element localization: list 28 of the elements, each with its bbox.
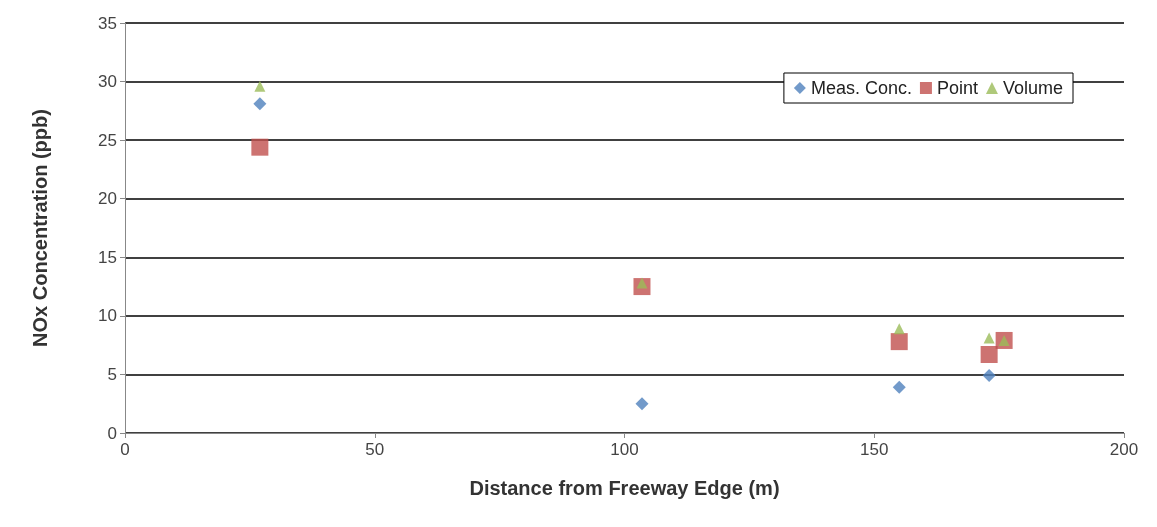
x-tick-label: 200 xyxy=(1109,440,1139,459)
y-tick-label: 25 xyxy=(98,130,117,150)
x-tick-label: 50 xyxy=(365,440,385,459)
x-tick-label: 100 xyxy=(610,440,639,459)
point xyxy=(982,369,996,383)
legend-label: Meas. Conc. xyxy=(810,78,912,98)
point xyxy=(980,346,998,364)
y-tick-label: 10 xyxy=(98,306,117,326)
point xyxy=(890,333,908,351)
x-tick-label: 0 xyxy=(120,440,130,459)
y-tick-label: 35 xyxy=(98,13,117,33)
x-tick-label: 150 xyxy=(860,440,889,459)
point xyxy=(893,323,905,335)
point xyxy=(253,97,267,111)
y-tick-label: 5 xyxy=(107,364,117,384)
point xyxy=(892,380,906,394)
legend-label: Volume xyxy=(1002,78,1064,98)
y-tick-label: 20 xyxy=(98,189,117,209)
point xyxy=(635,397,649,411)
y-tick-label: 15 xyxy=(98,247,117,267)
point xyxy=(983,332,995,344)
x-axis-title: Distance from Freeway Edge (m) xyxy=(469,477,780,499)
y-tick-label: 0 xyxy=(107,423,117,443)
point xyxy=(254,80,266,92)
point xyxy=(251,138,269,156)
y-tick-label: 30 xyxy=(98,72,117,92)
y-axis-title: NOx Concentration (ppb) xyxy=(29,109,51,347)
legend-label: Point xyxy=(936,78,978,98)
